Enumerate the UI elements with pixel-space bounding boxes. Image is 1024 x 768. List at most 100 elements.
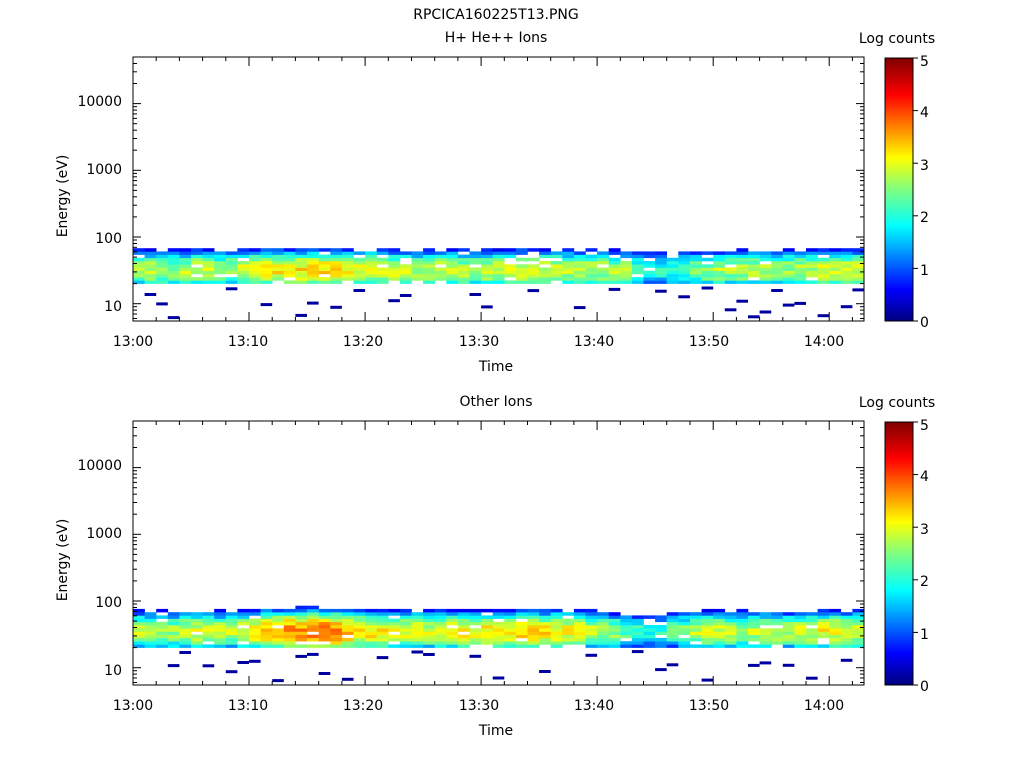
heatmap-cell <box>457 615 470 619</box>
heatmap-cell <box>237 637 250 642</box>
heatmap-cell <box>272 261 285 265</box>
heatmap-cell <box>492 251 505 255</box>
colorbar-tick-label: 3 <box>920 522 929 538</box>
heatmap-cell <box>794 261 807 265</box>
heatmap-cell <box>307 264 319 268</box>
heatmap-cell <box>249 267 261 271</box>
heatmap-cell <box>655 641 667 645</box>
heatmap-cell <box>341 621 354 626</box>
heatmap-cell <box>701 608 714 613</box>
heatmap-cell <box>376 618 389 623</box>
heatmap-cell <box>771 289 783 292</box>
heatmap-cell <box>341 677 354 681</box>
heatmap-cell <box>666 261 679 265</box>
heatmap-cell <box>573 251 586 255</box>
heatmap-cell <box>411 625 424 629</box>
heatmap-cell <box>481 615 493 619</box>
heatmap-cell <box>434 628 447 632</box>
heatmap-cell <box>782 641 795 645</box>
heatmap-cell <box>133 273 145 278</box>
heatmap-cell <box>399 277 412 281</box>
heatmap-cell <box>133 261 145 265</box>
heatmap-cell <box>678 628 691 632</box>
heatmap-cell <box>829 264 842 268</box>
heatmap-cell <box>237 608 250 613</box>
heatmap-cell <box>643 280 656 284</box>
heatmap-cell <box>156 631 169 635</box>
heatmap-cell <box>539 612 551 616</box>
heatmap-cell <box>527 257 540 262</box>
heatmap-cell <box>492 608 505 613</box>
heatmap-cell <box>608 618 621 623</box>
heatmap-cell <box>225 644 238 648</box>
heatmap-cell <box>260 303 273 307</box>
heatmap-cell <box>782 628 795 632</box>
heatmap-cell <box>365 625 377 629</box>
heatmap-cell <box>840 261 853 265</box>
heatmap-cell <box>469 628 482 632</box>
heatmap-cell <box>678 267 691 271</box>
heatmap-cell <box>144 631 157 635</box>
heatmap-cell <box>446 608 459 613</box>
heatmap-cell <box>167 264 180 268</box>
heatmap-cell <box>585 608 598 613</box>
heatmap-cell <box>690 634 702 639</box>
panel-1-x-ticks <box>132 57 853 321</box>
heatmap-cell <box>852 288 864 292</box>
heatmap-cell <box>295 267 308 271</box>
heatmap-cell <box>167 615 180 619</box>
heatmap-cell <box>167 628 180 632</box>
heatmap-cell <box>597 277 609 281</box>
heatmap-cell <box>133 280 145 284</box>
heatmap-cell <box>214 625 227 629</box>
heatmap-cell <box>573 257 586 262</box>
heatmap-cell <box>782 637 795 642</box>
heatmap-cell <box>399 631 412 635</box>
heatmap-cell <box>527 270 540 275</box>
heatmap-cell <box>399 612 412 616</box>
heatmap-cell <box>852 270 865 275</box>
heatmap-cell <box>237 251 250 255</box>
heatmap-cell <box>794 618 807 623</box>
heatmap-cell <box>237 644 250 648</box>
heatmap-cell <box>539 631 551 635</box>
heatmap-cell <box>701 641 714 645</box>
heatmap-cell <box>307 251 319 255</box>
heatmap-cell <box>678 618 691 623</box>
heatmap-cell <box>573 631 586 635</box>
heatmap-cell <box>771 264 784 268</box>
heatmap-cell <box>295 625 308 629</box>
heatmap-cell <box>655 257 667 262</box>
colorbar-label: Log counts <box>859 31 935 47</box>
heatmap-cell <box>678 257 691 262</box>
heatmap-cell <box>399 608 412 613</box>
heatmap-cell <box>411 257 424 262</box>
heatmap-cell <box>457 273 470 278</box>
heatmap-cell <box>341 251 354 255</box>
heatmap-cell <box>272 251 285 255</box>
heatmap-cell <box>713 280 726 284</box>
heatmap-cell <box>527 612 540 616</box>
heatmap-cell <box>237 628 250 632</box>
heatmap-cell <box>411 641 424 645</box>
heatmap-cell <box>469 257 482 262</box>
heatmap-cell <box>249 257 261 262</box>
heatmap-cell <box>249 628 261 632</box>
heatmap-cell <box>655 289 667 293</box>
heatmap-cell <box>620 267 633 271</box>
heatmap-cell <box>341 615 354 619</box>
heatmap-cell <box>330 634 343 639</box>
heatmap-cell <box>214 267 227 271</box>
heatmap-cell <box>481 257 493 262</box>
heatmap-cell <box>307 612 319 616</box>
heatmap-cell <box>748 270 760 275</box>
heatmap-cell <box>133 625 145 629</box>
panel-1-colorbar: Log counts 5 4 3 2 1 0 <box>859 31 935 331</box>
panel-2-y-tick-labels: 10000 1000 100 10 <box>77 458 122 679</box>
x-tick-label: 13:20 <box>343 698 383 714</box>
heatmap-cell <box>701 631 714 635</box>
heatmap-cell <box>202 248 215 252</box>
heatmap-cell <box>214 257 227 262</box>
heatmap-cell <box>597 261 609 265</box>
heatmap-cell <box>399 254 412 259</box>
